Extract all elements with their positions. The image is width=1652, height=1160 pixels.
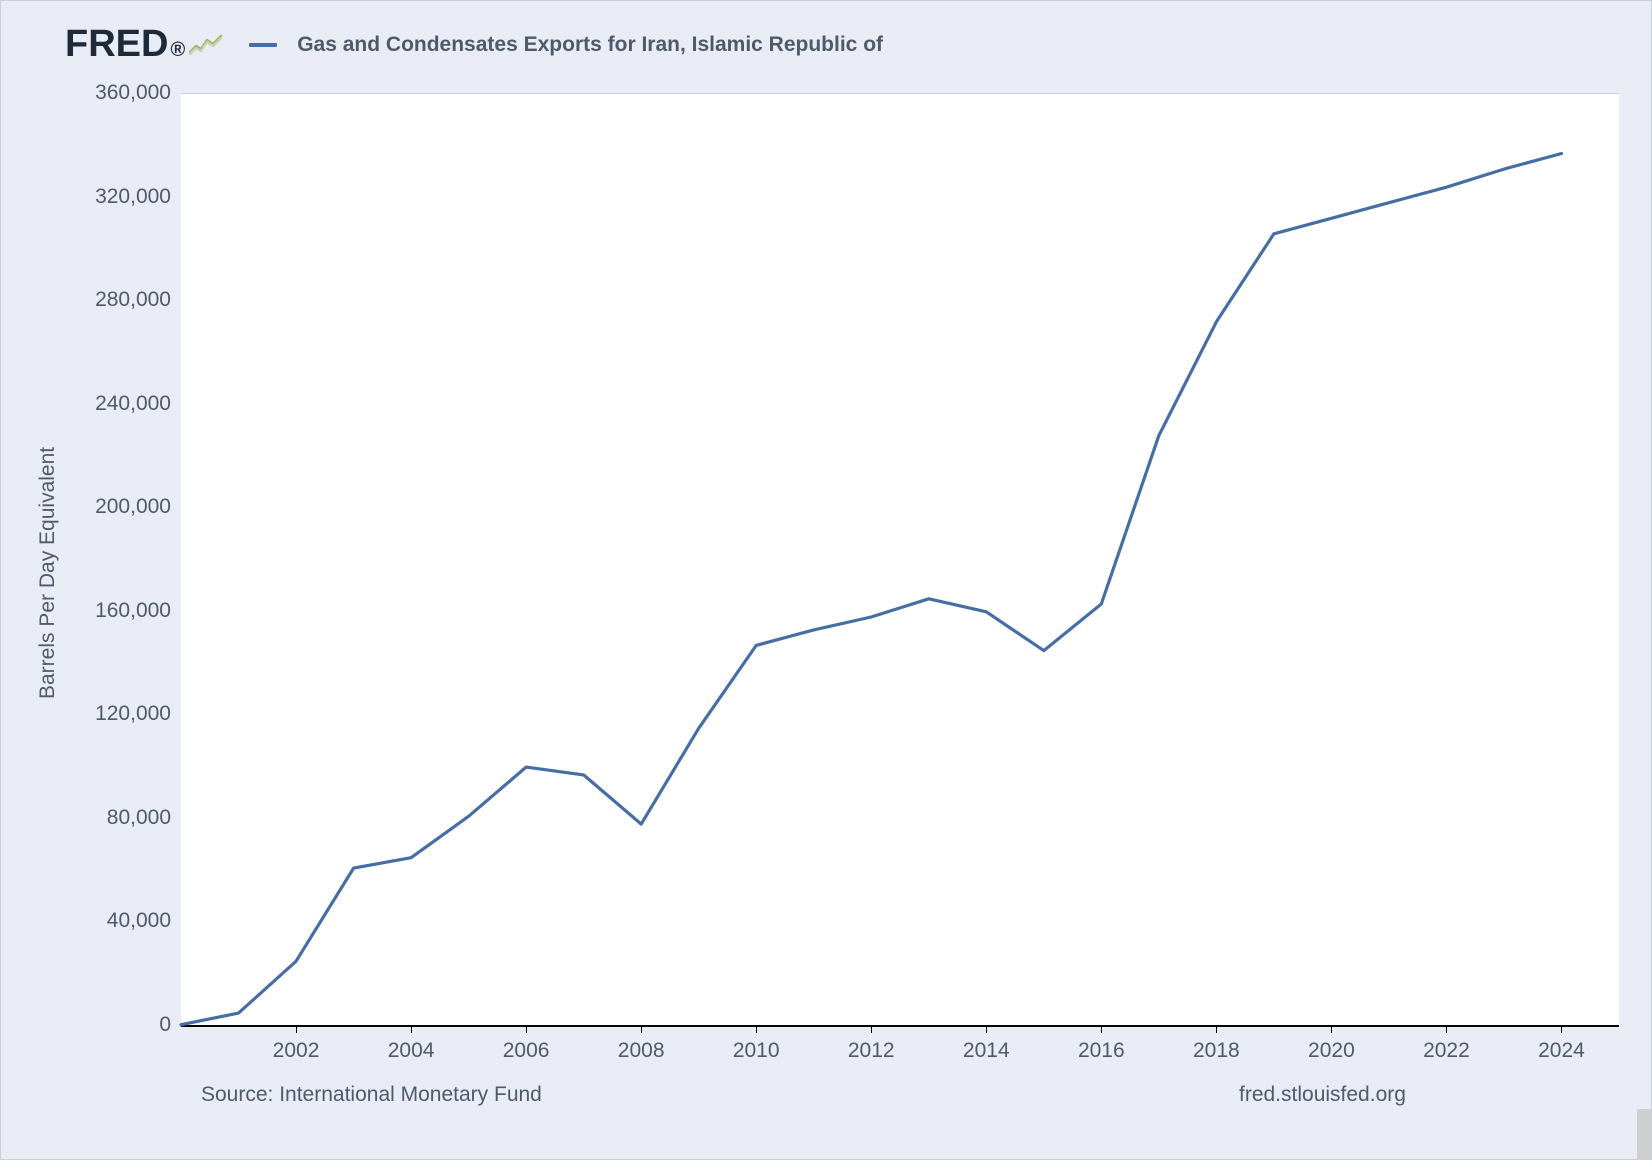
x-tick-mark — [1446, 1025, 1447, 1033]
x-tick-mark — [641, 1025, 642, 1033]
x-tick-mark — [296, 1025, 297, 1033]
y-tick-label: 280,000 — [81, 288, 171, 312]
x-tick-mark — [756, 1025, 757, 1033]
x-tick-mark — [411, 1025, 412, 1033]
legend-swatch — [249, 43, 277, 47]
x-tick-label: 2024 — [1531, 1039, 1591, 1063]
x-tick-mark — [526, 1025, 527, 1033]
y-tick-label: 160,000 — [81, 599, 171, 623]
chart-header: FRED® Gas and Condensates Exports for Ir… — [65, 23, 883, 66]
x-tick-label: 2010 — [726, 1039, 786, 1063]
x-tick-mark — [986, 1025, 987, 1033]
x-tick-label: 2012 — [841, 1039, 901, 1063]
y-tick-label: 120,000 — [81, 702, 171, 726]
y-tick-label: 360,000 — [81, 81, 171, 105]
x-tick-label: 2002 — [266, 1039, 326, 1063]
fred-logo-dot: ® — [170, 39, 185, 62]
fred-logo-text: FRED — [65, 23, 168, 66]
source-label: Source: International Monetary Fund — [201, 1083, 542, 1107]
plot-area — [181, 93, 1619, 1027]
corner-shadow — [1637, 1109, 1651, 1159]
x-tick-label: 2004 — [381, 1039, 441, 1063]
x-tick-mark — [1216, 1025, 1217, 1033]
y-tick-label: 40,000 — [81, 909, 171, 933]
x-tick-label: 2020 — [1301, 1039, 1361, 1063]
series-line-svg — [181, 94, 1619, 1026]
x-tick-label: 2014 — [956, 1039, 1016, 1063]
x-tick-mark — [1331, 1025, 1332, 1033]
x-tick-mark — [871, 1025, 872, 1033]
x-tick-label: 2018 — [1186, 1039, 1246, 1063]
y-tick-label: 240,000 — [81, 392, 171, 416]
fred-logo: FRED® — [65, 23, 223, 66]
series-title: Gas and Condensates Exports for Iran, Is… — [297, 33, 883, 57]
x-tick-label: 2008 — [611, 1039, 671, 1063]
x-tick-label: 2006 — [496, 1039, 556, 1063]
y-tick-label: 0 — [81, 1013, 171, 1037]
fred-mini-chart-icon — [189, 34, 223, 56]
y-tick-label: 200,000 — [81, 495, 171, 519]
y-tick-label: 320,000 — [81, 185, 171, 209]
site-label: fred.stlouisfed.org — [1239, 1083, 1406, 1107]
x-tick-mark — [1561, 1025, 1562, 1033]
x-tick-label: 2022 — [1416, 1039, 1476, 1063]
chart-frame: FRED® Gas and Condensates Exports for Ir… — [0, 0, 1652, 1160]
y-tick-label: 80,000 — [81, 806, 171, 830]
y-axis-label: Barrels Per Day Equivalent — [36, 447, 60, 699]
x-tick-mark — [1101, 1025, 1102, 1033]
x-tick-label: 2016 — [1071, 1039, 1131, 1063]
series-line — [181, 154, 1562, 1025]
